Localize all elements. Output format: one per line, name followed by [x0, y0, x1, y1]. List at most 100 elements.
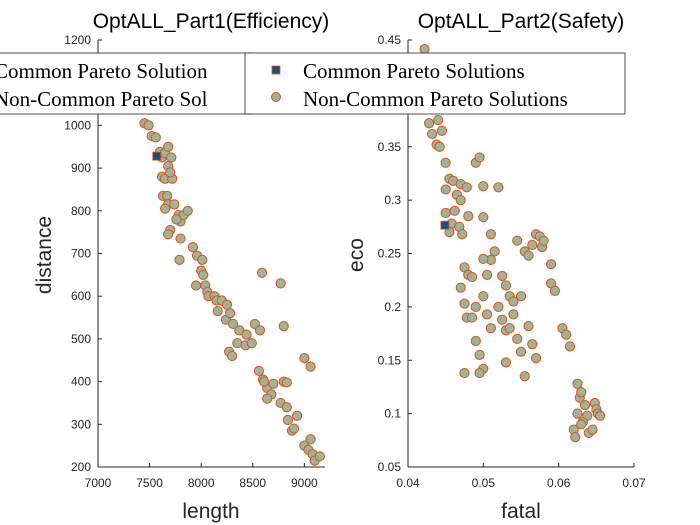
safety-noncommon-point — [478, 212, 489, 223]
safety-noncommon-point — [493, 301, 504, 312]
efficiency-noncommon-point — [259, 376, 270, 387]
safety-noncommon-point — [500, 280, 512, 291]
safety-y-tick-label: 0.25 — [378, 247, 402, 261]
legend-common-square-icon — [271, 65, 281, 75]
efficiency-noncommon-point — [282, 414, 293, 426]
safety-noncommon-point — [427, 128, 438, 140]
safety-noncommon-point — [466, 312, 478, 323]
efficiency-noncommon-point — [187, 241, 199, 253]
efficiency-noncommon-point — [143, 120, 154, 131]
efficiency-noncommon-point — [305, 361, 316, 372]
efficiency-noncommon-point — [305, 434, 316, 445]
efficiency-noncommon-point — [281, 402, 292, 413]
efficiency-y-tick-label: 500 — [71, 332, 91, 346]
safety-y-tick-label: 0.3 — [384, 193, 401, 207]
safety-noncommon-point — [455, 282, 466, 293]
safety-noncommon-point — [523, 320, 534, 332]
safety-noncommon-point — [508, 296, 519, 307]
efficiency-noncommon-point — [254, 325, 266, 336]
efficiency-x-axis-label: length — [182, 500, 239, 523]
safety-noncommon-point — [436, 125, 447, 136]
safety-noncommon-point — [459, 298, 470, 309]
safety-noncommon-point — [561, 329, 572, 340]
efficiency-noncommon-point — [221, 299, 233, 310]
safety-noncommon-point — [419, 43, 430, 55]
efficiency-x-tick-label: 7500 — [136, 476, 163, 490]
efficiency-y-tick-label: 200 — [71, 460, 91, 474]
efficiency-noncommon-point — [299, 353, 310, 364]
safety-noncommon-point — [527, 239, 538, 251]
efficiency-y-axis-label: distance — [33, 216, 56, 294]
safety-y-axis-label: eco — [345, 238, 368, 272]
safety-noncommon-point — [457, 229, 468, 240]
safety-legend-noncommon-label: Non-Common Pareto Solutions — [303, 87, 568, 111]
safety-noncommon-point — [497, 270, 508, 282]
efficiency-noncommon-point — [314, 451, 325, 462]
safety-noncommon-point — [523, 250, 534, 261]
efficiency-y-tick-label: 1000 — [64, 118, 91, 132]
efficiency-noncommon-point — [150, 132, 161, 143]
safety-noncommon-point — [497, 314, 508, 325]
safety-y-tick-label: 0.35 — [378, 140, 402, 154]
safety-x-tick-label: 0.05 — [472, 476, 496, 490]
safety-noncommon-point — [485, 323, 496, 334]
safety-title: OptALL_Part2(Safety) — [418, 10, 625, 33]
safety-noncommon-point — [489, 246, 500, 257]
safety-noncommon-point — [587, 424, 598, 435]
efficiency-y-tick-label: 900 — [71, 161, 91, 175]
safety-common-point — [440, 220, 450, 230]
efficiency-x-tick-label: 8000 — [188, 476, 215, 490]
safety-noncommon-point — [474, 152, 485, 163]
safety-legend-common-label: Common Pareto Solutions — [303, 59, 525, 83]
safety-noncommon-point — [519, 371, 530, 382]
efficiency-legend-noncommon-label: Non-Common Pareto Sol — [0, 87, 208, 111]
safety-noncommon-point — [440, 157, 451, 168]
safety-noncommon-point — [576, 387, 587, 398]
safety-noncommon-point — [538, 235, 549, 246]
safety-noncommon-point — [466, 271, 478, 283]
safety-noncommon-point — [478, 253, 489, 264]
efficiency-x-tick-label: 9000 — [291, 476, 318, 490]
efficiency-noncommon-point — [288, 423, 300, 434]
safety-noncommon-point — [474, 349, 485, 361]
chart-safety: 0.04 0.05 0.06 0.07 0.05 0.1 0.15 0.2 0.25 0.3 0.3… — [345, 10, 646, 523]
efficiency-noncommon-point — [227, 350, 238, 362]
efficiency-x-tick-label: 7000 — [85, 476, 112, 490]
efficiency-data-points — [139, 90, 325, 466]
safety-noncommon-point — [482, 269, 493, 280]
efficiency-noncommon-point — [278, 320, 289, 332]
efficiency-noncommon-point — [253, 365, 265, 377]
safety-noncommon-point — [470, 301, 481, 312]
efficiency-noncommon-point — [163, 141, 174, 152]
efficiency-legend-box — [0, 52, 253, 115]
safety-legend-box — [244, 52, 626, 115]
efficiency-noncommon-point — [224, 308, 236, 319]
safety-noncommon-point — [440, 207, 451, 219]
efficiency-noncommon-point — [275, 278, 286, 289]
safety-x-tick-label: 0.04 — [396, 476, 420, 490]
efficiency-legend-common-label: Common Pareto Solution — [0, 59, 208, 83]
safety-noncommon-point — [459, 367, 470, 379]
safety-legend: Common Pareto Solutions Non-Common Paret… — [244, 52, 626, 115]
safety-noncommon-point — [572, 408, 583, 419]
efficiency-title: OptALL_Part1(Efficiency) — [93, 10, 330, 33]
efficiency-noncommon-point — [162, 190, 173, 201]
efficiency-noncommon-point — [163, 229, 174, 240]
efficiency-x-tick-label: 8500 — [239, 476, 266, 490]
safety-noncommon-point — [485, 229, 496, 240]
safety-noncommon-point — [530, 353, 542, 364]
efficiency-noncommon-point — [281, 377, 292, 388]
safety-noncommon-point — [508, 309, 519, 320]
legend-noncommon-circle-icon — [271, 92, 281, 102]
safety-noncommon-point — [515, 291, 527, 302]
safety-noncommon-point — [512, 333, 523, 344]
safety-x-axis-label: fatal — [501, 500, 541, 523]
efficiency-legend: Common Pareto Solution Non-Common Pareto… — [0, 52, 253, 115]
safety-noncommon-point — [504, 323, 515, 334]
efficiency-noncommon-point — [165, 167, 176, 178]
efficiency-y-tick-label: 400 — [71, 375, 91, 389]
safety-data-points — [419, 43, 606, 443]
safety-x-tick-label: 0.07 — [622, 476, 646, 490]
efficiency-noncommon-point — [174, 254, 185, 266]
